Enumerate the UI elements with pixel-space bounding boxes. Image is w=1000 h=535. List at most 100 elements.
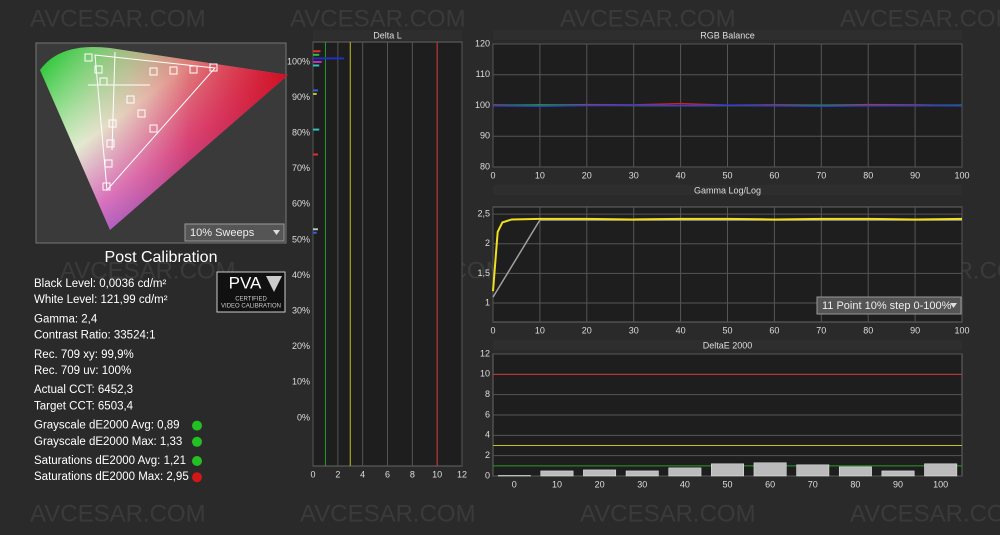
x-tick-label: 50	[722, 479, 732, 489]
watermark: AVCESAR.COM	[30, 500, 206, 527]
x-tick-label: 10	[432, 469, 442, 479]
y-tick-label: 6	[485, 409, 490, 419]
x-tick-label: 80	[863, 170, 873, 180]
pva-certified: CERTIFIED	[235, 297, 267, 303]
y-tick-label: 1	[485, 297, 490, 307]
x-tick-label: 0	[490, 170, 495, 180]
delta-l-marker	[313, 53, 320, 56]
x-tick-label: 10	[535, 170, 545, 180]
delta-l-marker	[313, 92, 317, 95]
bar	[924, 463, 958, 477]
x-tick-label: 20	[595, 479, 605, 489]
y-tick-label: 0	[485, 470, 490, 480]
cie-gamut-red	[40, 46, 288, 230]
dropdown-arrow	[273, 230, 280, 235]
stats: Black Level: 0,0036 cd/m² White Level: 12…	[34, 278, 202, 483]
title-bar	[493, 30, 962, 40]
x-tick-label: 40	[676, 170, 686, 180]
y-tick-label: 100%	[287, 56, 310, 66]
y-tick-label: 90%	[292, 92, 310, 102]
y-tick-label: 70%	[292, 163, 310, 173]
x-tick-label: 100	[954, 325, 969, 335]
chart-title: Delta L	[373, 30, 402, 40]
watermark: AVCESAR.COM	[30, 5, 206, 32]
y-tick-label: 80	[480, 161, 490, 171]
dropdown-arrow	[950, 303, 957, 308]
x-tick-label: 70	[816, 325, 826, 335]
y-tick-label: 10%	[292, 377, 310, 387]
bar	[497, 475, 531, 477]
bar	[753, 462, 787, 477]
stat-line: White Level: 121,99 cd/m²	[34, 294, 168, 306]
x-tick-label: 50	[722, 325, 732, 335]
step-dropdown-label: 11 Point 10% step 0-100%	[822, 300, 952, 312]
stat-line: Actual CCT: 6452,3	[34, 384, 133, 396]
x-tick-label: 70	[816, 170, 826, 180]
x-tick-label: 30	[629, 325, 639, 335]
x-tick-label: 70	[808, 479, 818, 489]
x-tick-label: 90	[910, 325, 920, 335]
x-tick-label: 40	[676, 325, 686, 335]
series-line	[492, 217, 963, 292]
x-tick-label: 2	[335, 469, 340, 479]
stat-line: Saturations dE2000 Max: 2,95	[34, 471, 189, 483]
delta-l-marker	[313, 64, 320, 67]
x-tick-label: 30	[629, 170, 639, 180]
delta-l-marker	[313, 228, 318, 231]
x-tick-label: 12	[457, 469, 467, 479]
status-dot	[192, 456, 202, 466]
x-tick-label: 50	[722, 170, 732, 180]
chart-title: DeltaE 2000	[703, 340, 753, 350]
bar	[668, 467, 702, 477]
status-dot	[192, 472, 202, 483]
x-tick-label: 0	[490, 325, 495, 335]
stat-line: Rec. 709 uv: 100%	[34, 365, 131, 377]
watermark: AVCESAR.COM	[290, 5, 466, 32]
bar	[583, 469, 617, 477]
stat-line: Gamma: 2,4	[34, 313, 98, 325]
watermark: AVCESAR.COM	[300, 500, 476, 527]
x-tick-label: 6	[385, 469, 390, 479]
x-tick-label: 80	[863, 325, 873, 335]
y-tick-label: 110	[476, 69, 490, 79]
status-dot	[192, 436, 202, 447]
x-tick-label: 0	[310, 469, 315, 479]
x-tick-label: 10	[535, 325, 545, 335]
series-line	[492, 104, 963, 107]
stat-line: Black Level: 0,0036 cd/m²	[34, 278, 166, 290]
title-bar	[493, 185, 962, 195]
x-tick-label: 0	[512, 479, 517, 489]
stat-line: Saturations dE2000 Avg: 1,21	[34, 455, 186, 467]
pva-logo-text: PVA	[229, 273, 262, 292]
x-tick-label: 90	[910, 170, 920, 180]
y-tick-label: 60%	[292, 199, 310, 209]
y-tick-label: 90	[480, 131, 490, 141]
x-tick-label: 100	[933, 479, 948, 489]
chart-title: RGB Balance	[700, 30, 755, 40]
x-tick-label: 8	[410, 469, 415, 479]
bar	[540, 470, 574, 477]
x-tick-label: 90	[893, 479, 903, 489]
stat-line: Contrast Ratio: 33524:1	[34, 330, 155, 342]
watermark: AVCESAR.COM	[850, 500, 1000, 527]
delta-l-marker	[313, 153, 318, 156]
y-tick-label: 8	[485, 389, 490, 399]
x-tick-label: 4	[360, 469, 365, 479]
sweeps-dropdown[interactable]	[184, 223, 285, 242]
step-dropdown[interactable]	[816, 296, 962, 315]
y-tick-label: 0%	[297, 412, 310, 422]
chart-title: Gamma Log/Log	[694, 185, 761, 195]
y-tick-label: 10	[480, 369, 490, 379]
x-tick-label: 80	[850, 479, 860, 489]
x-tick-label: 30	[637, 479, 647, 489]
delta-l-marker	[313, 50, 321, 53]
delta-l-marker	[313, 89, 318, 92]
bar	[881, 470, 915, 477]
y-tick-label: 100	[475, 100, 490, 110]
title-bar	[493, 340, 962, 350]
bar	[711, 463, 744, 477]
x-tick-label: 60	[769, 170, 779, 180]
target-markers	[84, 51, 218, 191]
status-dot	[192, 420, 202, 431]
